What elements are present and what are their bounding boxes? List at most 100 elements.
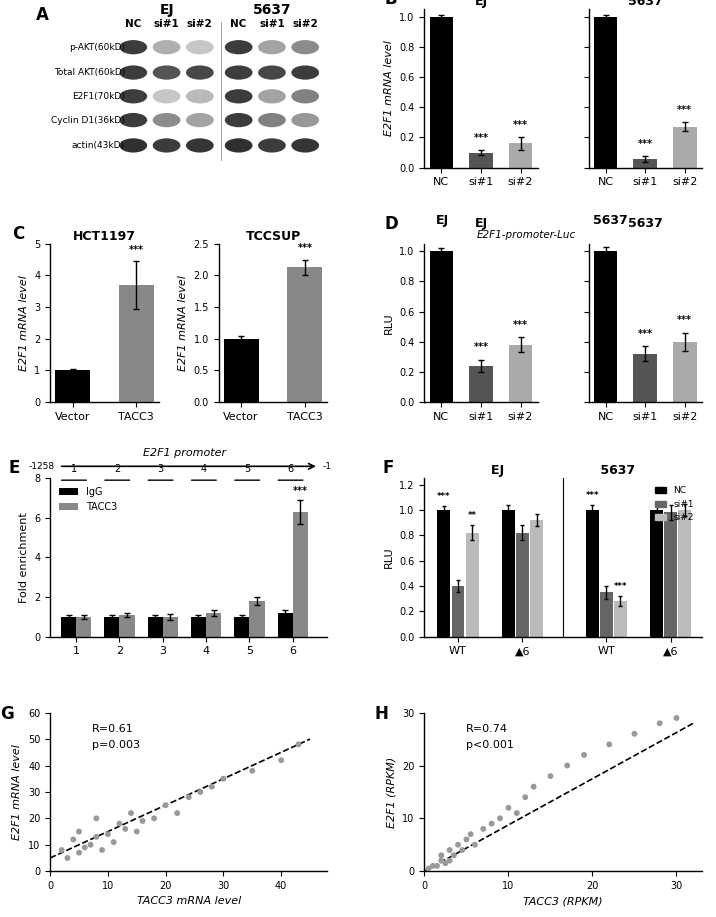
Bar xyxy=(679,510,692,636)
Bar xyxy=(516,533,529,636)
Point xyxy=(494,811,505,825)
Point xyxy=(160,798,171,812)
Bar xyxy=(530,520,543,636)
Bar xyxy=(465,533,478,636)
Point xyxy=(73,845,84,860)
Bar xyxy=(614,602,627,636)
Text: R=0.74: R=0.74 xyxy=(466,724,508,734)
Bar xyxy=(673,342,697,403)
Title: 5637: 5637 xyxy=(628,217,662,230)
Bar xyxy=(119,285,154,403)
Text: F: F xyxy=(383,459,395,477)
Y-axis label: E2F1 mRNA level: E2F1 mRNA level xyxy=(12,744,22,840)
Title: 5637: 5637 xyxy=(628,0,662,8)
Point xyxy=(520,790,531,804)
Point xyxy=(67,832,79,846)
Ellipse shape xyxy=(225,138,253,152)
Bar xyxy=(469,366,493,403)
Point xyxy=(469,837,480,852)
Title: TCCSUP: TCCSUP xyxy=(246,229,301,242)
Point xyxy=(457,843,468,857)
Point xyxy=(528,779,539,794)
Text: ***: *** xyxy=(297,243,312,253)
Text: si#2: si#2 xyxy=(292,18,318,28)
Ellipse shape xyxy=(291,113,319,127)
Bar xyxy=(61,617,76,636)
Text: ***: *** xyxy=(637,138,652,149)
Text: Total AKT(60kD): Total AKT(60kD) xyxy=(54,68,125,77)
Ellipse shape xyxy=(258,40,286,54)
Bar xyxy=(55,370,90,403)
Point xyxy=(444,843,455,857)
Point xyxy=(246,764,258,779)
Point xyxy=(91,811,102,825)
Y-axis label: Fold enrichment: Fold enrichment xyxy=(19,512,29,602)
Ellipse shape xyxy=(291,138,319,152)
Text: C: C xyxy=(12,225,24,243)
Ellipse shape xyxy=(153,40,180,54)
Text: ***: *** xyxy=(677,105,692,115)
Ellipse shape xyxy=(291,89,319,104)
Title: EJ                      5637: EJ 5637 xyxy=(491,464,635,477)
Text: H: H xyxy=(374,705,388,723)
Point xyxy=(654,716,665,731)
Ellipse shape xyxy=(153,113,180,127)
Ellipse shape xyxy=(258,65,286,80)
Point xyxy=(293,737,304,752)
Point xyxy=(108,834,120,849)
Text: actin(43kD): actin(43kD) xyxy=(72,141,125,150)
Point xyxy=(545,768,556,783)
Bar xyxy=(437,510,450,636)
Point xyxy=(73,824,84,839)
Bar xyxy=(430,17,453,168)
Ellipse shape xyxy=(186,40,213,54)
Point xyxy=(148,811,160,825)
Bar xyxy=(650,510,663,636)
Point xyxy=(114,816,125,831)
Bar xyxy=(105,617,120,636)
Point xyxy=(120,822,131,836)
Point xyxy=(579,747,590,762)
Text: p<0.001: p<0.001 xyxy=(466,739,514,749)
Point xyxy=(276,753,287,768)
Bar xyxy=(600,592,613,636)
Text: p-AKT(60kD): p-AKT(60kD) xyxy=(69,43,125,51)
Point xyxy=(435,848,447,863)
Point xyxy=(453,837,464,852)
Point xyxy=(431,858,442,873)
Text: si#2: si#2 xyxy=(187,18,213,28)
Bar xyxy=(673,127,697,168)
Bar xyxy=(452,586,465,636)
Text: D: D xyxy=(384,215,399,233)
Legend: IgG, TACC3: IgG, TACC3 xyxy=(55,483,121,515)
Text: 6: 6 xyxy=(288,464,294,474)
Bar xyxy=(633,354,657,403)
Text: 4: 4 xyxy=(201,464,207,474)
Bar xyxy=(191,617,206,636)
Ellipse shape xyxy=(225,89,253,104)
Bar xyxy=(594,251,617,403)
Ellipse shape xyxy=(186,65,213,80)
Ellipse shape xyxy=(258,138,286,152)
Ellipse shape xyxy=(258,113,286,127)
Text: 5637: 5637 xyxy=(253,3,291,17)
Point xyxy=(131,824,142,839)
Point xyxy=(218,771,229,786)
Text: E2F1 promoter: E2F1 promoter xyxy=(143,448,226,458)
Point xyxy=(79,840,90,855)
Ellipse shape xyxy=(120,40,147,54)
Point xyxy=(195,785,206,800)
Point xyxy=(604,737,615,752)
Ellipse shape xyxy=(291,65,319,80)
Ellipse shape xyxy=(153,89,180,104)
Text: ***: *** xyxy=(513,120,528,130)
Point xyxy=(102,827,114,842)
Text: ***: *** xyxy=(437,492,450,501)
Point xyxy=(486,816,498,831)
Point xyxy=(137,813,148,828)
Point xyxy=(427,858,439,873)
Bar xyxy=(502,510,515,636)
Text: NC: NC xyxy=(231,18,247,28)
Text: ***: *** xyxy=(585,491,599,500)
X-axis label: TACC3 (RPKM): TACC3 (RPKM) xyxy=(523,897,603,906)
